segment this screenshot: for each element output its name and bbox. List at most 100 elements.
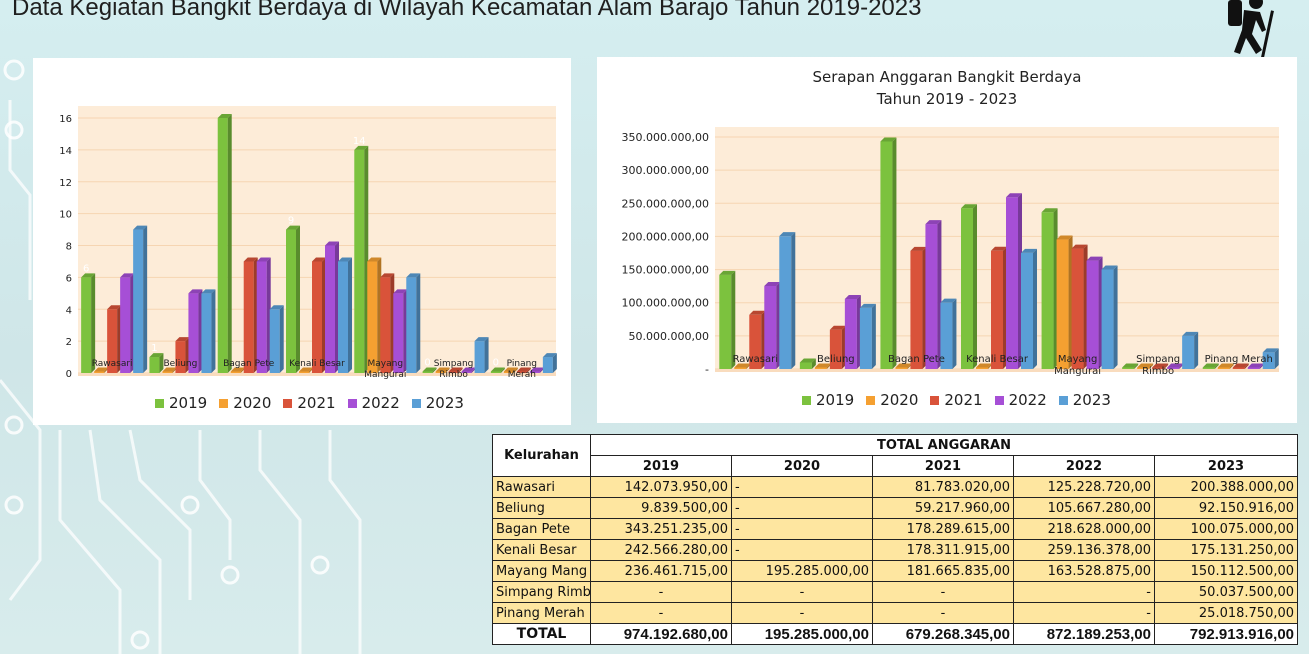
x-tick-label: Simpang [434,359,474,369]
bar-2020-4 [1056,235,1073,369]
bar-2023-6 [1262,348,1279,369]
table-row: Bagan Pete 343.251.235,00-178.289.615,00 2… [492,518,1299,540]
bar-2023-2 [269,305,284,373]
bar-2019-2 [880,137,897,369]
legend-swatch-2020 [866,395,876,405]
y-tick-label: 14 [59,146,72,157]
bar-2020-5 [1137,363,1154,369]
legend-label: 2023 [425,394,464,412]
x-tick-label: Kenali Besar [966,354,1029,365]
x-tick-label: Mayang [1058,354,1098,365]
bar-2023-4 [1101,265,1118,369]
x-tick-label: Rawasari [733,354,778,365]
legend-item-2023: 2023 [1058,391,1111,409]
row-label: Beliung [492,497,591,519]
x-tick-label: Rawasari [92,359,133,369]
row-label: Pinang Merah [492,602,591,624]
legend-swatch-2021 [283,398,293,408]
budget-chart-legend: 2019 2020 2021 2022 2023 [802,391,1111,409]
total-cell: 679.268.345,00 [872,623,1014,645]
y-tick-label: 0 [66,369,72,380]
budget-absorption-chart: Serapan Anggaran Bangkit Berdaya Tahun 2… [597,57,1297,423]
y-tick-label: 200.000.000,00 [622,230,709,243]
table-cell: 343.251.235,00 [590,518,732,540]
bar-2023-2 [940,298,957,369]
activity-count-chart: 0 2 4 6 8 10 12 14 16 6 Rawasari 1 Beliung Bagan Pete… [33,58,571,425]
y-tick-label: 100.000.000,00 [622,297,709,310]
x-tick-label: Bagan Pete [223,359,275,369]
table-cell: 178.289.615,00 [872,518,1014,540]
header-year: 2023 [1153,455,1299,477]
table-cell: 25.018.750,00 [1153,602,1299,624]
table-cell: 242.566.280,00 [590,539,732,561]
plot-floor [715,369,1279,372]
bar-2021-5 [1152,363,1169,369]
legend-swatch-2022 [347,398,357,408]
bar-2023-1 [859,303,876,369]
table-cell: 9.839.500,00 [590,497,732,519]
bar-2020-6 [1217,363,1234,369]
legend-swatch-2019 [802,395,811,405]
table-row: Pinang Merah - - - -25.018.750,00 [492,602,1299,624]
table-cell: 81.783.020,00 [872,476,1014,498]
legend-item-2020: 2020 [866,391,918,409]
bar-2020-4 [367,257,382,373]
y-tick-label: 50.000.000,00 [629,330,709,343]
bar-2021-2 [910,246,927,369]
row-label: Mayang Mang [492,560,591,582]
bar-2021-6 [516,367,531,373]
bar-2020-6 [503,367,518,373]
table-row: Simpang Rimbo - - - -50.037.500,00 [492,581,1299,603]
budget-absorption-chart-svg: - 50.000.000,00 100.000.000,00 150.000.000,… [622,127,1279,377]
row-label: Rawasari [492,476,591,498]
table-cell: - [731,476,873,498]
bar-2023-0 [133,225,148,373]
bar-2019-5 [422,367,437,373]
legend-label: 2022 [1008,391,1047,409]
table-cell: 92.150.916,00 [1153,497,1299,519]
bar-2022-3 [325,241,339,373]
x-tick-label: Pinang [507,359,537,369]
bar-2022-2 [925,220,942,369]
bar-2022-4 [1086,256,1103,369]
legend-swatch-2020 [219,398,229,408]
table-cell: - [731,602,873,624]
y-tick-label: 10 [59,210,72,221]
bar-2022-0 [764,281,781,369]
bar-2021-3 [991,246,1007,369]
table-cell: 236.461.715,00 [590,560,732,582]
bar-2021-3 [312,257,326,373]
y-tick-label: - [705,363,709,376]
table-cell: - [872,581,1014,603]
table-cell: 175.131.250,00 [1153,539,1299,561]
plot-floor [78,373,556,376]
y-tick-label: 4 [66,305,72,316]
total-row: TOTAL 974.192.680,00 195.285.000,00 679.268… [492,623,1299,645]
table-row: Rawasari 142.073.950,00-81.783.020,00 125.… [492,476,1299,498]
total-cell: 974.192.680,00 [590,623,732,645]
bar-2023-0 [779,232,796,369]
table-cell: 125.228.720,00 [1013,476,1155,498]
legend-label: 2020 [233,394,272,412]
bar-2019-5 [1122,363,1139,369]
table-cell: - [731,518,873,540]
bar-2023-4 [406,273,421,373]
bar-2019-0 [719,270,736,369]
header-year: 2021 [872,455,1014,477]
x-tick-label: Rimbo [439,370,468,380]
x-tick-label: Simpang [1136,354,1180,365]
bar-2021-6 [1232,363,1249,369]
bar-2022-2 [256,257,271,373]
table-cell: 59.217.960,00 [872,497,1014,519]
total-cell: 195.285.000,00 [731,623,873,645]
hiker-icon [1228,0,1274,58]
total-cell: 792.913.916,00 [1153,623,1299,645]
legend-item-2022: 2022 [994,391,1047,409]
row-label: Simpang Rimbo [492,581,591,603]
x-tick-label: Beliung [817,354,855,365]
bar-2023-1 [201,289,216,373]
x-tick-label: Mangurai [1054,366,1101,377]
total-label: TOTAL [492,623,591,645]
table-cell: 200.388.000,00 [1153,476,1299,498]
x-tick-label: Bagan Pete [888,354,945,365]
